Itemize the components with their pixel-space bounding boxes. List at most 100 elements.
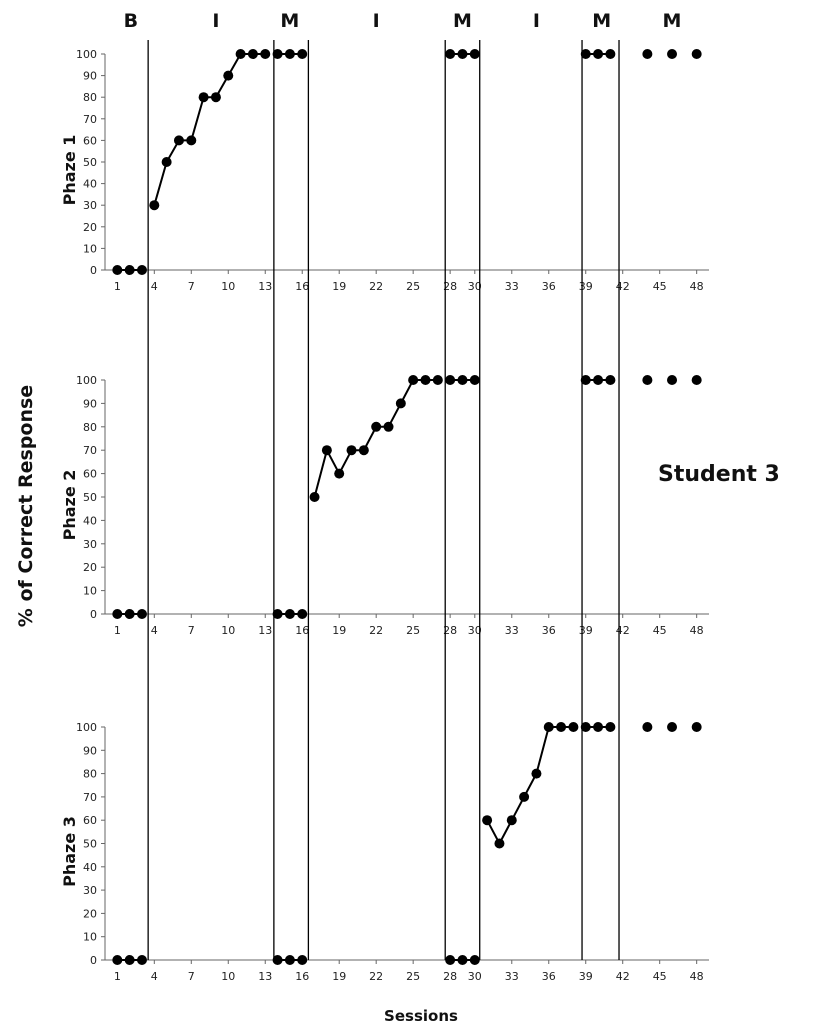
y-tick-label: 80	[83, 421, 97, 434]
y-tick-label: 0	[90, 608, 97, 621]
data-point	[112, 265, 123, 275]
x-tick-label: 28	[443, 970, 457, 983]
data-point	[605, 49, 616, 59]
y-tick-label: 50	[83, 156, 97, 169]
x-tick-label: 22	[369, 624, 383, 637]
data-point	[198, 92, 209, 103]
y-tick-label: 40	[83, 178, 97, 191]
y-tick-label: 50	[83, 838, 97, 851]
y-tick-label: 60	[83, 468, 97, 481]
x-axis-label: Sessions	[384, 1007, 458, 1025]
x-tick-label: 19	[332, 624, 346, 637]
data-point	[691, 722, 702, 732]
data-point	[358, 445, 369, 456]
x-tick-label: 16	[295, 280, 309, 293]
x-tick-label: 19	[332, 280, 346, 293]
data-point	[445, 955, 456, 965]
data-point	[210, 92, 221, 103]
data-point	[457, 955, 468, 965]
x-tick-label: 45	[653, 970, 667, 983]
data-point	[334, 468, 345, 479]
data-point	[284, 609, 295, 619]
x-tick-label: 45	[653, 624, 667, 637]
data-point	[445, 49, 456, 59]
data-point	[272, 955, 283, 965]
data-point	[506, 815, 517, 826]
x-tick-label: 25	[406, 970, 420, 983]
data-point	[309, 492, 320, 502]
data-point	[161, 157, 172, 167]
x-tick-label: 1	[114, 280, 121, 293]
x-tick-label: 25	[406, 624, 420, 637]
data-point	[297, 955, 308, 965]
data-point	[543, 722, 554, 732]
x-tick-label: 25	[406, 280, 420, 293]
phase-label: M	[592, 10, 611, 32]
data-point	[124, 609, 135, 619]
y-tick-label: 70	[83, 791, 97, 804]
data-point	[383, 421, 394, 432]
y-tick-label: 10	[83, 585, 97, 598]
data-point	[136, 955, 147, 965]
data-point	[457, 49, 468, 59]
data-point	[457, 375, 468, 385]
x-tick-label: 30	[468, 280, 482, 293]
x-tick-label: 19	[332, 970, 346, 983]
series-line	[313, 379, 438, 498]
data-point	[173, 135, 184, 146]
data-point	[605, 722, 616, 732]
y-tick-label: 20	[83, 561, 97, 574]
panel-label: Phaze 3	[60, 816, 79, 887]
y-tick-label: 10	[83, 931, 97, 944]
phase-label: I	[212, 10, 219, 32]
data-point	[124, 955, 135, 965]
y-tick-label: 0	[90, 264, 97, 277]
x-tick-label: 16	[295, 970, 309, 983]
x-tick-label: 10	[221, 624, 235, 637]
data-point	[642, 722, 653, 732]
x-tick-label: 36	[542, 280, 556, 293]
data-point	[691, 375, 702, 385]
data-point	[642, 49, 653, 59]
data-point	[408, 375, 419, 385]
data-point	[580, 49, 591, 59]
panel: 0 10 20 30 40 50 60 70 80 90 100 1 4 7 10 13 16 19 22 25 28 3…	[60, 374, 709, 637]
x-tick-label: 10	[221, 970, 235, 983]
x-tick-label: 13	[258, 970, 272, 983]
data-point	[593, 722, 604, 732]
x-tick-label: 36	[542, 970, 556, 983]
x-tick-label: 28	[443, 280, 457, 293]
data-point	[580, 375, 591, 385]
phase-change-lines	[147, 40, 620, 960]
data-point	[321, 445, 332, 456]
data-point	[494, 838, 505, 849]
y-tick-label: 80	[83, 768, 97, 781]
panel: 0 10 20 30 40 50 60 70 80 90 100 1 4 7 10 13 16 19 22 25 28 3…	[60, 48, 709, 293]
data-point	[568, 722, 579, 732]
y-tick-label: 60	[83, 814, 97, 827]
phase-label: I	[373, 10, 380, 32]
data-point	[149, 200, 160, 211]
phase-label: I	[533, 10, 540, 32]
panel: 0 10 20 30 40 50 60 70 80 90 100 1 4 7 10 13 16 19 22 25 28 3…	[60, 721, 709, 983]
x-tick-label: 30	[468, 624, 482, 637]
data-point	[395, 398, 406, 409]
phase-label: M	[453, 10, 472, 32]
data-point	[272, 609, 283, 619]
series-line	[153, 53, 266, 206]
student-label: Student 3	[658, 462, 780, 487]
y-tick-label: 50	[83, 491, 97, 504]
x-tick-label: 13	[258, 624, 272, 637]
data-point	[136, 265, 147, 275]
y-tick-label: 20	[83, 907, 97, 920]
y-axis-label: % of Correct Response	[15, 385, 37, 627]
x-tick-label: 39	[579, 624, 593, 637]
data-point	[284, 49, 295, 59]
y-tick-label: 20	[83, 221, 97, 234]
phase-label: M	[280, 10, 299, 32]
y-tick-label: 10	[83, 242, 97, 255]
data-point	[432, 375, 443, 385]
x-tick-label: 33	[505, 970, 519, 983]
